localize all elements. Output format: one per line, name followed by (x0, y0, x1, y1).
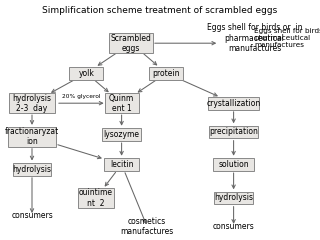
Text: protein: protein (153, 69, 180, 78)
Text: 20% glycerol: 20% glycerol (62, 94, 100, 99)
Text: solution: solution (218, 160, 249, 169)
Text: cosmetics
manufactures: cosmetics manufactures (121, 217, 174, 236)
Text: hydrolysis
2-3  day: hydrolysis 2-3 day (12, 94, 52, 113)
FancyBboxPatch shape (208, 97, 260, 110)
Text: crystallization: crystallization (206, 99, 261, 108)
Text: yolk: yolk (78, 69, 94, 78)
FancyBboxPatch shape (214, 192, 253, 204)
FancyBboxPatch shape (149, 67, 183, 80)
Text: Eggs shell for birds or  in
pharmaceutical
manufactures: Eggs shell for birds or in pharmaceutica… (207, 24, 302, 53)
FancyBboxPatch shape (69, 67, 103, 80)
Text: hydrolysis: hydrolysis (12, 165, 52, 174)
FancyBboxPatch shape (104, 158, 140, 171)
Text: consumers: consumers (11, 211, 53, 221)
Text: fractionaryzat
ion: fractionaryzat ion (5, 127, 59, 146)
Text: Quinm
ent 1: Quinm ent 1 (109, 94, 134, 113)
Text: Simplification scheme treatment of scrambled eggs: Simplification scheme treatment of scram… (42, 6, 278, 15)
FancyBboxPatch shape (213, 158, 254, 171)
Text: lysozyme: lysozyme (104, 130, 140, 139)
FancyBboxPatch shape (9, 94, 55, 113)
FancyBboxPatch shape (8, 127, 56, 146)
Text: Eggs shell for birds or  in
pharmaceutical
manufactures: Eggs shell for birds or in pharmaceutica… (254, 28, 320, 48)
FancyBboxPatch shape (13, 163, 51, 176)
Text: Scrambled
eggs: Scrambled eggs (111, 34, 152, 53)
FancyBboxPatch shape (78, 188, 114, 208)
FancyBboxPatch shape (105, 94, 139, 113)
Text: precipitation: precipitation (209, 127, 258, 137)
Text: consumers: consumers (213, 222, 254, 231)
Text: hydrolysis: hydrolysis (214, 193, 253, 203)
Text: lecitin: lecitin (110, 160, 133, 169)
FancyBboxPatch shape (102, 128, 141, 141)
FancyBboxPatch shape (210, 126, 258, 138)
FancyBboxPatch shape (109, 34, 153, 53)
Text: ouintime
nt  2: ouintime nt 2 (79, 188, 113, 208)
